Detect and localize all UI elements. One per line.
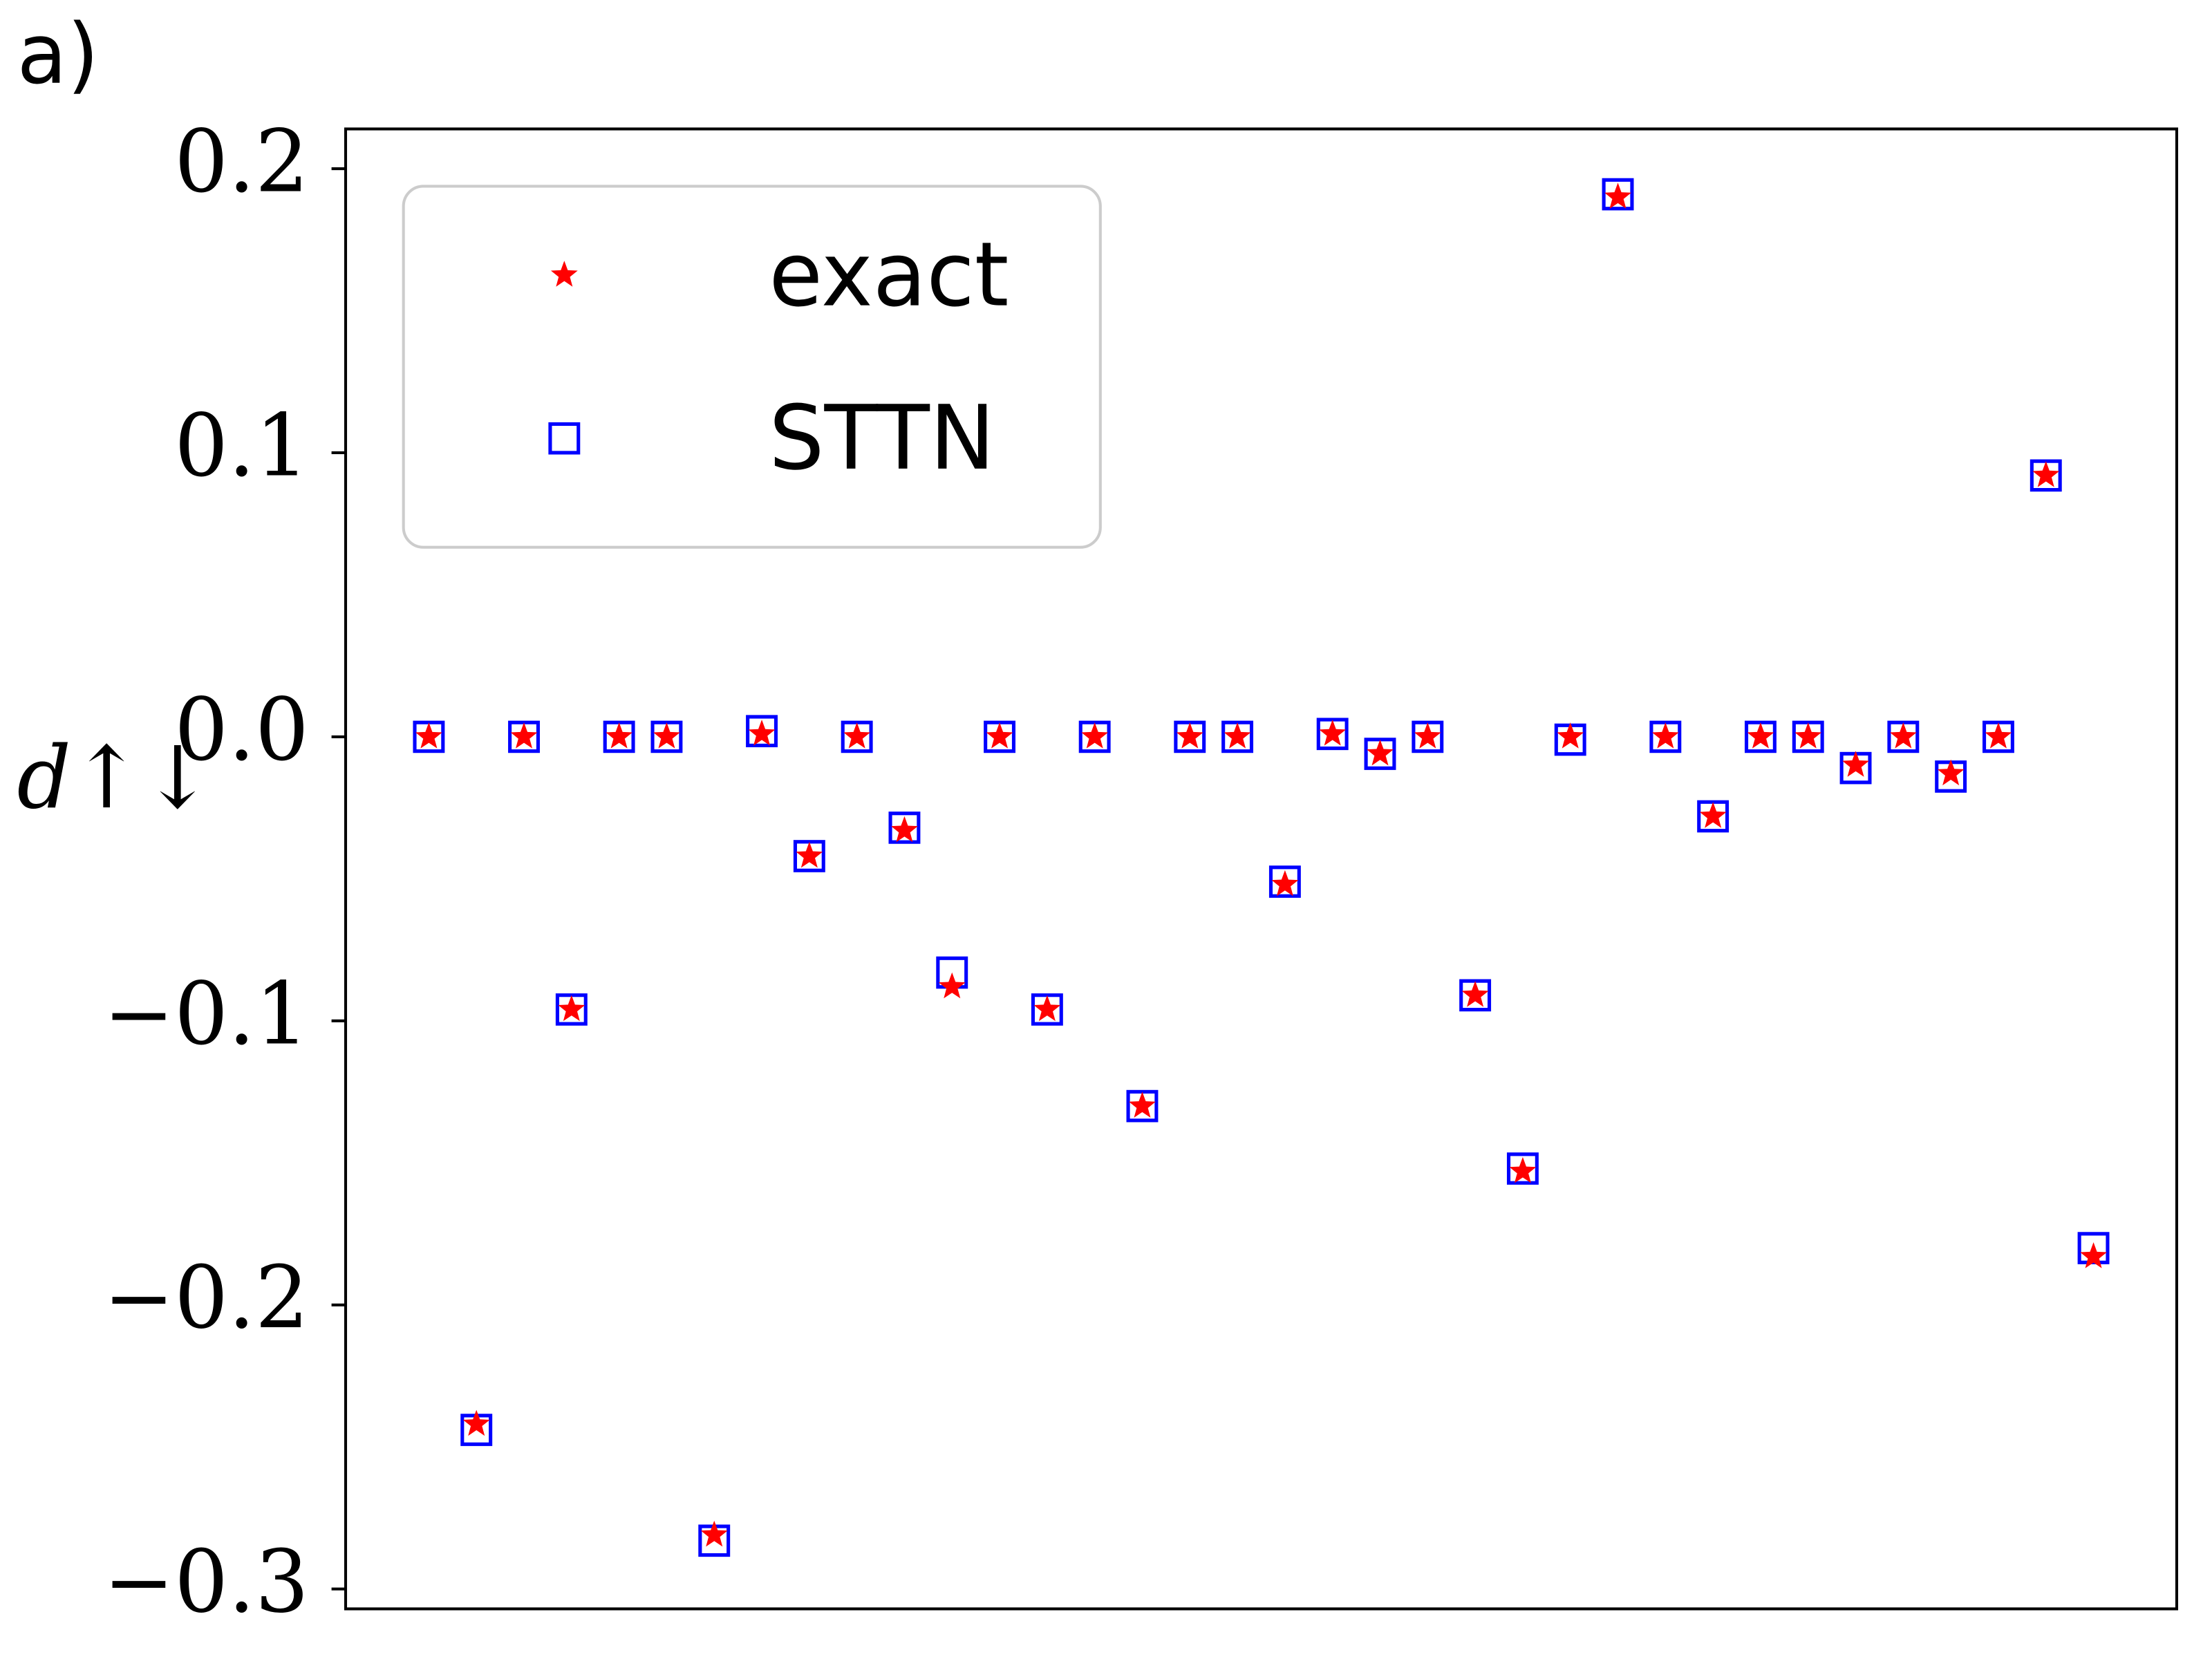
star-point — [558, 995, 585, 1022]
star-point — [1414, 722, 1441, 749]
star-point — [1747, 722, 1774, 749]
square-point — [1268, 865, 1301, 898]
star-point — [1889, 722, 1917, 749]
square-point — [1602, 178, 1634, 211]
square-point — [508, 720, 540, 753]
star-point — [748, 720, 776, 746]
star-point — [1033, 995, 1061, 1022]
square-point — [841, 720, 873, 753]
y-tick-label: −0.2 — [104, 1248, 309, 1348]
star-point — [1129, 1091, 1156, 1118]
star-point — [891, 816, 918, 843]
square-point — [793, 840, 825, 872]
plot-frame — [344, 127, 2179, 1611]
star-point — [2080, 1242, 2107, 1268]
star-point — [606, 722, 633, 749]
square-point — [1221, 720, 1254, 753]
star-point — [1842, 751, 1869, 777]
star-point — [1509, 1156, 1537, 1183]
y-tick-label: −0.1 — [104, 964, 309, 1064]
star-point — [2032, 461, 2060, 487]
star-point — [1461, 981, 1489, 1007]
square-point — [555, 993, 588, 1026]
square-point — [548, 422, 581, 455]
square-point — [888, 812, 921, 844]
square-point — [1174, 720, 1206, 753]
square-point — [650, 720, 683, 753]
star-point — [986, 722, 1013, 749]
square-point — [1792, 720, 1824, 753]
y-tick-label: 0.2 — [174, 112, 309, 212]
legend-label: exact — [769, 224, 1009, 327]
square-point — [1983, 720, 2014, 753]
y-tick-label: 0.0 — [174, 680, 309, 780]
star-point — [1794, 722, 1822, 749]
square-point — [1316, 718, 1349, 751]
square-point — [603, 720, 635, 753]
star-point — [1557, 722, 1584, 749]
star-point — [1319, 720, 1347, 746]
star-point — [1224, 722, 1251, 749]
panel-label: a) — [17, 6, 99, 103]
square-point — [1031, 993, 1063, 1026]
star-point — [843, 722, 871, 749]
square-point — [1506, 1152, 1539, 1185]
star-point — [700, 1520, 728, 1547]
star-point — [1651, 722, 1679, 749]
legend-label: STTN — [769, 387, 995, 490]
legend-box — [402, 185, 1102, 549]
square-point — [1459, 979, 1492, 1012]
star-point — [510, 722, 538, 749]
star-point — [1985, 722, 2012, 749]
star-point — [462, 1409, 490, 1436]
y-axis-label: d↑↓ — [17, 728, 213, 828]
y-tick-label: 0.1 — [174, 396, 309, 496]
square-point — [1697, 800, 1730, 833]
y-tick-label: −0.3 — [104, 1532, 309, 1632]
star-point — [1271, 870, 1299, 897]
star-point — [1604, 182, 1631, 209]
square-point — [746, 715, 778, 748]
star-point — [550, 261, 578, 287]
star-point — [415, 722, 442, 749]
square-point — [1887, 720, 1920, 753]
star-point — [1081, 722, 1109, 749]
star-point — [796, 841, 823, 868]
square-point — [2030, 459, 2062, 492]
star-point — [1699, 802, 1727, 828]
star-point — [653, 722, 680, 749]
star-point — [1367, 739, 1394, 766]
square-point — [1649, 720, 1682, 753]
square-point — [1126, 1089, 1159, 1123]
square-point — [1364, 738, 1396, 770]
star-point — [1176, 722, 1203, 749]
star-point — [938, 972, 966, 999]
star-point — [1937, 759, 1965, 786]
square-point — [984, 720, 1016, 753]
